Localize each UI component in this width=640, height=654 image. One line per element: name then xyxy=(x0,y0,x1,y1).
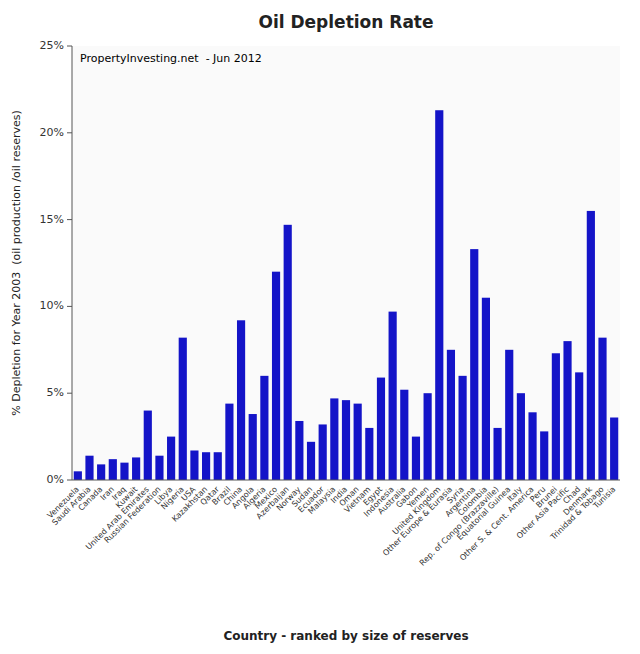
bar xyxy=(528,412,536,480)
bar xyxy=(412,437,420,480)
bar xyxy=(517,393,525,480)
bar xyxy=(132,457,140,480)
bar xyxy=(144,411,152,480)
chart: 0% 5% 10% 15% 20% 25% VenezuelaSaudi ArabiaCan… xyxy=(0,0,640,654)
y-tick xyxy=(67,306,72,307)
bar xyxy=(237,320,245,480)
y-tick-label: 5% xyxy=(47,386,64,399)
bar xyxy=(575,372,583,480)
bar xyxy=(598,338,606,480)
bar xyxy=(120,463,128,480)
y-tick-label: 25% xyxy=(40,39,64,52)
x-tick-label: United Arab Emirates xyxy=(84,485,151,552)
y-tick-label: 20% xyxy=(40,126,64,139)
bar xyxy=(447,350,455,480)
bar xyxy=(470,249,478,480)
y-tick xyxy=(67,132,72,133)
x-axis-label: Country - ranked by size of reserves xyxy=(223,629,468,643)
bar xyxy=(97,464,105,480)
bar xyxy=(109,459,117,480)
bar xyxy=(342,400,350,480)
bar xyxy=(493,428,501,480)
bar xyxy=(552,353,560,480)
bar xyxy=(85,456,93,480)
bar xyxy=(214,452,222,480)
bar xyxy=(354,404,362,480)
bar xyxy=(155,456,163,480)
bar xyxy=(540,431,548,480)
bar xyxy=(307,442,315,480)
bar xyxy=(424,393,432,480)
bar xyxy=(260,376,268,480)
y-tick xyxy=(67,480,72,481)
bar xyxy=(249,414,257,480)
bar xyxy=(610,418,618,480)
bar xyxy=(400,390,408,480)
bar xyxy=(284,225,292,480)
bar xyxy=(377,378,385,480)
y-tick xyxy=(67,393,72,394)
y-tick xyxy=(67,46,72,47)
x-tick-label: Trinidad & Tobago xyxy=(548,485,606,543)
y-axis: 0% 5% 10% 15% 20% 25% xyxy=(40,39,72,486)
plot-area xyxy=(72,46,620,480)
bar xyxy=(587,211,595,480)
bar xyxy=(435,110,443,480)
x-tick-label: Russian Federation xyxy=(103,485,163,545)
bar xyxy=(505,350,513,480)
y-tick xyxy=(67,219,72,220)
x-tick-label: United Kingdom xyxy=(391,485,443,537)
bar xyxy=(179,338,187,480)
bar xyxy=(459,376,467,480)
y-axis-line xyxy=(72,46,73,480)
bar xyxy=(74,471,82,480)
x-axis-line xyxy=(72,480,620,481)
y-tick-label: 10% xyxy=(40,299,64,312)
bar xyxy=(482,298,490,480)
x-axis: VenezuelaSaudi ArabiaCanadaIranIraqKuwai… xyxy=(46,484,618,567)
y-tick-label: 0% xyxy=(47,473,64,486)
bar xyxy=(389,312,397,480)
bar xyxy=(319,424,327,480)
annotation: PropertyInvesting.net - Jun 2012 xyxy=(80,52,262,65)
bar xyxy=(295,421,303,480)
bar xyxy=(365,428,373,480)
bars xyxy=(74,110,619,480)
x-tick-label: Tunisia xyxy=(591,485,617,511)
title: Oil Depletion Rate xyxy=(258,12,433,32)
y-axis-label: % Depletion for Year 2003 (oil productio… xyxy=(10,110,23,416)
bar xyxy=(330,398,338,480)
bar xyxy=(225,404,233,480)
bar xyxy=(272,272,280,480)
y-tick-label: 15% xyxy=(40,213,64,226)
bar xyxy=(202,452,210,480)
bar xyxy=(563,341,571,480)
bar xyxy=(190,450,198,480)
bar xyxy=(167,437,175,480)
